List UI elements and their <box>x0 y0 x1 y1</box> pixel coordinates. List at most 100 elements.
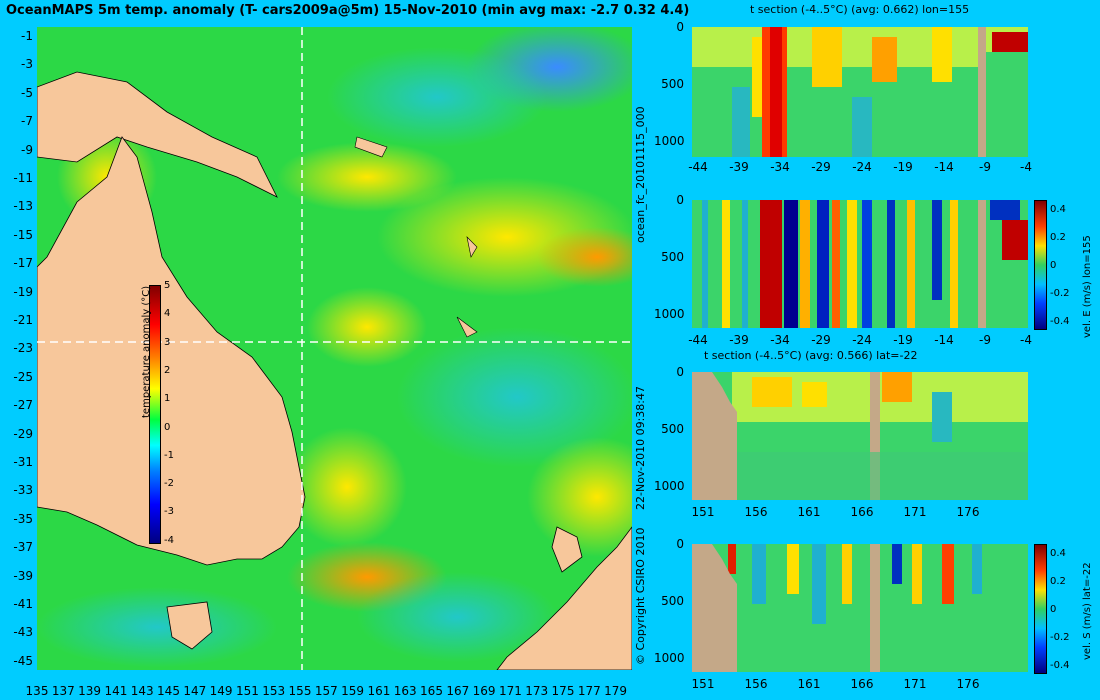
lon-label: 153 <box>262 684 286 698</box>
depth-tick: 1000 <box>654 307 685 321</box>
colorbar-tick: -0.4 <box>1050 660 1070 671</box>
depth-tick: 1000 <box>654 134 685 148</box>
lon-label: 155 <box>288 684 312 698</box>
lat-label: -15 <box>13 227 33 242</box>
axis-tick: 166 <box>850 505 874 519</box>
axis-tick: -9 <box>979 160 991 174</box>
colorbar-title: temperature anomaly (°C) <box>141 285 152 418</box>
depth-tick: 0 <box>676 193 684 207</box>
lon-label: 159 <box>341 684 365 698</box>
lat-label: -43 <box>13 625 33 640</box>
depth-tick: 0 <box>676 365 684 379</box>
colorbar-tick: 0.4 <box>1050 548 1066 559</box>
depth-tick: 500 <box>661 594 684 608</box>
lat-label: -41 <box>13 597 33 611</box>
axis-tick: -24 <box>852 333 872 347</box>
lon-label: 139 <box>78 684 102 698</box>
lat-label: -29 <box>13 426 33 441</box>
colorbar-tick: -0.2 <box>1050 632 1070 643</box>
lon-label: 163 <box>393 684 417 698</box>
axis-tick: -24 <box>852 160 872 174</box>
depth-tick: 0 <box>676 20 684 34</box>
axis-tick: -29 <box>811 160 831 174</box>
axis-tick: 176 <box>956 505 980 519</box>
axis-tick: -34 <box>770 160 790 174</box>
colorbar-tick: 0 <box>1050 604 1057 615</box>
colorbar-tick: 0.4 <box>1050 204 1066 215</box>
lat-label: -37 <box>13 540 33 555</box>
axis-tick: 161 <box>797 677 821 691</box>
axis-tick: -44 <box>688 333 708 347</box>
vel-s-colorbar-title: vel. S (m/s) lat=-22 <box>1082 562 1093 660</box>
lon-label: 147 <box>183 684 207 698</box>
anomaly-map[interactable] <box>37 27 632 670</box>
colorbar-tick: 2 <box>164 364 171 376</box>
lat-label: -25 <box>13 369 33 384</box>
lat-label: -31 <box>13 455 33 469</box>
lat-label: -21 <box>13 313 33 327</box>
colorbar-tick: 5 <box>164 280 171 291</box>
timestamp: 22-Nov-2010 09:38:47 <box>634 385 647 510</box>
lat-label: -19 <box>13 284 33 299</box>
lat-label: -3 <box>21 57 33 72</box>
axis-tick: -19 <box>893 160 913 174</box>
axis-tick: 161 <box>797 505 821 519</box>
lat-label: -13 <box>13 199 33 214</box>
vel-s-colorbar <box>1034 544 1047 674</box>
depth-tick: 1000 <box>654 651 685 665</box>
depth-tick: 500 <box>661 77 684 91</box>
axis-tick: 166 <box>850 677 874 691</box>
map-canvas <box>37 27 632 670</box>
colorbar-tick: 1 <box>164 393 171 405</box>
lat-label: -39 <box>13 568 33 583</box>
colorbar-tick: -0.4 <box>1050 316 1070 327</box>
colorbar-tick: -1 <box>164 449 174 461</box>
axis-tick: -9 <box>979 333 991 347</box>
colorbar-tick: 3 <box>164 336 171 348</box>
panel2-plot[interactable] <box>692 200 1028 328</box>
colorbar-tick: 4 <box>164 308 171 320</box>
axis-tick: -39 <box>729 333 749 347</box>
depth-tick: 1000 <box>654 479 685 493</box>
lon-label: 171 <box>498 684 522 698</box>
lon-label: 137 <box>51 684 75 698</box>
axis-tick: -39 <box>729 160 749 174</box>
colorbar-tick: -4 <box>164 534 174 546</box>
panel4-plot[interactable] <box>692 544 1028 672</box>
lon-label: 167 <box>446 684 470 698</box>
panel1-plot[interactable] <box>692 27 1028 157</box>
lat-label: -11 <box>13 171 33 185</box>
lon-label: 179 <box>604 684 628 698</box>
axis-tick: -29 <box>811 333 831 347</box>
lat-label: -45 <box>13 653 33 668</box>
lon-label: 161 <box>367 684 391 698</box>
axis-tick: -4 <box>1020 333 1032 347</box>
lon-label: 149 <box>209 684 233 698</box>
axis-tick: 156 <box>744 677 768 691</box>
depth-tick: 0 <box>676 537 684 551</box>
lat-label: -17 <box>13 256 33 271</box>
lon-label: 175 <box>551 684 575 698</box>
lat-label: -35 <box>13 511 33 526</box>
panel3-plot[interactable] <box>692 372 1028 500</box>
colorbar-tick: -2 <box>164 478 174 490</box>
lat-label: -33 <box>13 483 33 498</box>
lon-label: 177 <box>577 684 601 698</box>
depth-tick: 500 <box>661 422 684 436</box>
axis-tick: -34 <box>770 333 790 347</box>
axis-tick: -19 <box>893 333 913 347</box>
lon-label: 143 <box>130 684 154 698</box>
lon-label: 157 <box>314 684 338 698</box>
run-id: ocean_fc_20101115_000 <box>634 106 647 243</box>
lon-label: 169 <box>472 684 496 698</box>
lon-label: 165 <box>420 684 443 698</box>
lon-label: 145 <box>157 684 180 698</box>
lat-label: -9 <box>21 142 33 157</box>
lat-label: -5 <box>21 85 33 100</box>
panel1-title: t section (-4..5°C) (avg: 0.662) lon=155 <box>750 3 970 16</box>
axis-tick: -14 <box>934 160 954 174</box>
lat-label: -27 <box>13 398 33 413</box>
lon-label: 141 <box>104 684 128 698</box>
lat-label: -23 <box>13 341 33 356</box>
axis-tick: -14 <box>934 333 954 347</box>
